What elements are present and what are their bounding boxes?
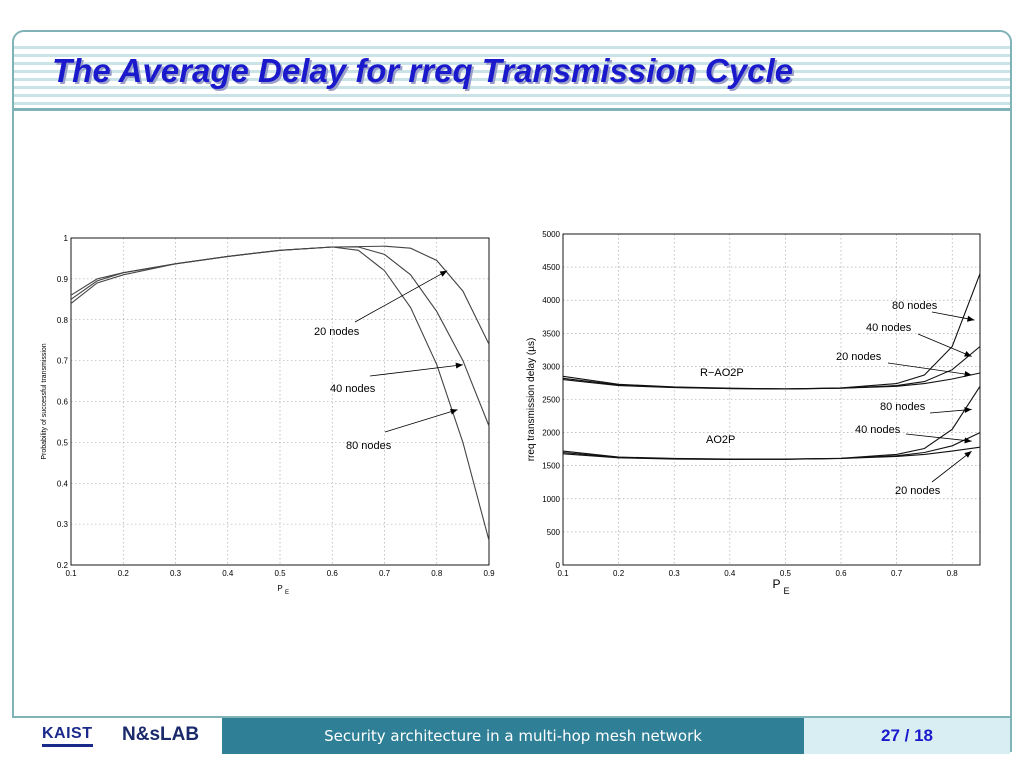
series-line xyxy=(70,246,490,541)
x-tick-label: 0.1 xyxy=(557,569,569,578)
x-tick-label: 0.7 xyxy=(379,569,391,578)
x-tick-label: 0.8 xyxy=(947,569,959,578)
probability-chart: 0.1 0.2 0.3 0.4 0.5 0.6 0.7 0.8 0.90.20.30.40.50… xyxy=(41,234,495,596)
slide-title: The Average Delay for rreq Transmission … xyxy=(52,52,793,89)
annotation-arrowhead xyxy=(964,451,972,458)
y-tick-label: 500 xyxy=(547,528,561,537)
x-tick-label: 0.4 xyxy=(724,569,736,578)
y-tick-label: 3500 xyxy=(542,329,560,338)
y-axis-label: rreq transmission delay (µs) xyxy=(526,338,537,462)
annotation-arrowhead xyxy=(964,437,972,444)
y-tick-label: 0.6 xyxy=(57,398,69,407)
annotation-arrowhead xyxy=(439,270,448,277)
series-line xyxy=(562,346,981,390)
plot-frame xyxy=(562,233,981,566)
y-tick-label: 4500 xyxy=(542,263,560,272)
title-divider xyxy=(14,108,1010,111)
annotation-label: 40 nodes xyxy=(330,383,376,395)
y-tick-label: 2500 xyxy=(542,396,560,405)
page-number: 27 / 18 xyxy=(804,718,1010,754)
annotation-label: 80 nodes xyxy=(346,440,392,452)
x-axis-label: P xyxy=(772,577,780,591)
y-tick-label: 0.7 xyxy=(57,357,69,366)
annotation-label: 20 nodes xyxy=(836,351,882,363)
annotation-arrowhead xyxy=(964,407,972,414)
annotation-label: 80 nodes xyxy=(880,401,926,413)
annotation-arrow xyxy=(369,364,463,377)
y-tick-label: 5000 xyxy=(542,230,560,239)
annotation-label: 80 nodes xyxy=(892,300,938,312)
annotation-arrowhead xyxy=(450,408,458,415)
delay-chart: 0.1 0.2 0.3 0.4 0.5 0.6 0.7 0.8 0 500 1000 1500 2000… xyxy=(526,230,981,596)
x-tick-label: 0.9 xyxy=(483,569,495,578)
title-stripes xyxy=(14,46,1010,110)
x-axis-label: P xyxy=(277,584,282,593)
annotation-label: AO2P xyxy=(706,434,735,446)
y-axis-label: Probability of successful transmission xyxy=(41,343,48,459)
annotation-arrowhead xyxy=(455,362,463,369)
kaist-logo: KAIST xyxy=(42,726,93,747)
y-tick-label: 3000 xyxy=(542,362,560,371)
y-tick-label: 0 xyxy=(556,561,561,570)
footer-logos: KAIST N&sLAB xyxy=(12,718,222,754)
x-tick-label: 0.3 xyxy=(669,569,681,578)
y-tick-label: 0.4 xyxy=(57,479,69,488)
y-tick-label: 2000 xyxy=(542,429,560,438)
x-axis-label-sub: E xyxy=(285,590,289,596)
y-tick-label: 0.3 xyxy=(57,520,69,529)
footer-bar: KAIST N&sLAB Security architecture in a … xyxy=(12,716,1012,754)
y-tick-label: 0.8 xyxy=(57,316,69,325)
series-line xyxy=(562,273,981,390)
annotation-arrow xyxy=(917,333,972,357)
x-axis-label-sub: E xyxy=(784,586,790,596)
x-tick-label: 0.1 xyxy=(65,569,77,578)
annotation-label: 20 nodes xyxy=(895,485,941,497)
y-tick-label: 1500 xyxy=(542,462,560,471)
x-tick-label: 0.5 xyxy=(780,569,792,578)
x-tick-label: 0.4 xyxy=(222,569,234,578)
annotation-arrowhead xyxy=(964,350,972,357)
y-tick-label: 0.5 xyxy=(57,438,69,447)
y-tick-label: 0.9 xyxy=(57,275,69,284)
footer-caption: Security architecture in a multi-hop mes… xyxy=(222,718,804,754)
y-tick-label: 4000 xyxy=(542,296,560,305)
x-tick-label: 0.6 xyxy=(327,569,339,578)
x-tick-label: 0.8 xyxy=(431,569,443,578)
y-tick-label: 1 xyxy=(64,234,69,243)
x-tick-label: 0.2 xyxy=(118,569,130,578)
annotation-arrow xyxy=(887,362,972,376)
series-line xyxy=(562,372,981,390)
annotation-label: 20 nodes xyxy=(314,326,360,338)
x-tick-label: 0.3 xyxy=(170,569,182,578)
annotation-arrowhead xyxy=(967,315,975,322)
annotation-arrow xyxy=(384,409,458,433)
x-tick-label: 0.7 xyxy=(891,569,903,578)
annotation-label: 40 nodes xyxy=(866,322,912,334)
annotation-arrow xyxy=(931,450,972,483)
plot-frame xyxy=(70,237,490,566)
annotation-label: R−AO2P xyxy=(700,367,744,379)
nslab-logo: N&sLAB xyxy=(122,724,200,745)
annotation-arrowhead xyxy=(964,371,972,377)
annotation-arrow xyxy=(931,311,975,321)
x-tick-label: 0.5 xyxy=(274,569,286,578)
annotation-arrow xyxy=(354,270,448,323)
series-line xyxy=(562,386,981,460)
x-tick-label: 0.2 xyxy=(613,569,625,578)
annotation-arrow xyxy=(905,433,972,442)
annotation-label: 40 nodes xyxy=(855,424,901,436)
y-tick-label: 1000 xyxy=(542,495,560,504)
y-tick-label: 0.2 xyxy=(57,561,69,570)
x-tick-label: 0.6 xyxy=(835,569,847,578)
